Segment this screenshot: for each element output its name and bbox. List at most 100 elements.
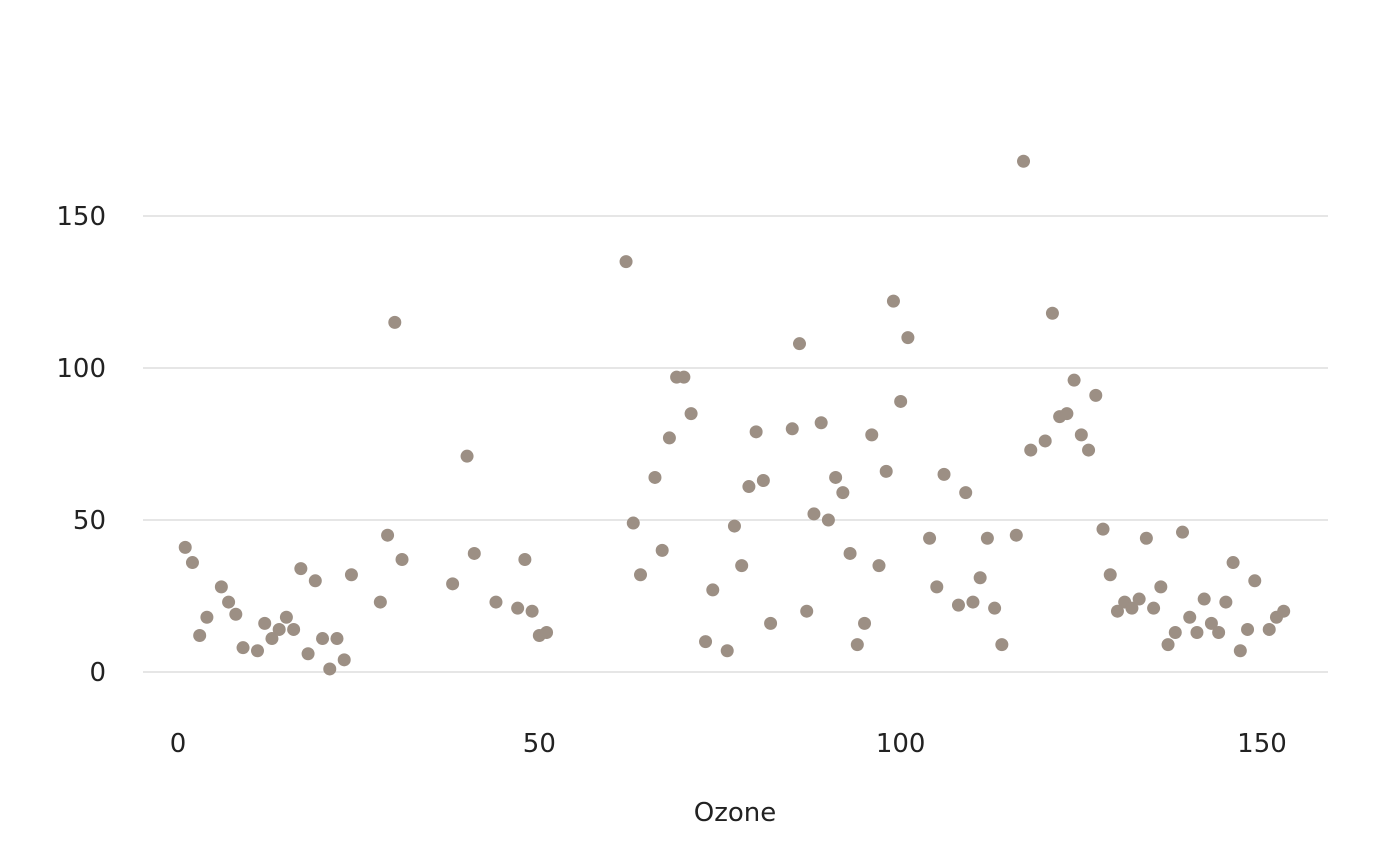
data-point [872,559,886,573]
data-point [1212,625,1226,639]
data-point [1132,592,1146,606]
data-point [648,470,662,484]
data-point [800,604,814,618]
data-point [1045,306,1059,320]
data-point [388,315,402,329]
data-point [821,513,835,527]
data-point [959,486,973,500]
data-point [1241,622,1255,636]
data-point [511,601,525,615]
data-point [330,632,344,646]
data-point [1161,638,1175,652]
data-point [973,571,987,585]
data-point [1262,622,1276,636]
data-point [1024,443,1038,457]
data-point [395,553,409,567]
data-point [518,553,532,567]
data-point [1103,568,1117,582]
data-point [807,507,821,521]
data-point [272,622,286,636]
data-point [1038,434,1052,448]
grid-lines [143,215,1328,673]
data-point [951,598,965,612]
data-point [923,531,937,545]
data-point [720,644,734,658]
data-point [373,595,387,609]
data-point [1183,610,1197,624]
data-point [1197,592,1211,606]
data-point [662,431,676,445]
data-point [850,638,864,652]
data-point [814,416,828,430]
data-point [178,540,192,554]
data-point [756,473,770,487]
data-point [995,638,1009,652]
data-point [258,616,272,630]
data-point [1204,616,1218,630]
data-point [446,577,460,591]
y-tick-label: 100 [56,354,106,384]
data-point [706,583,720,597]
y-axis-tick-labels: 0 50 100 150 [56,202,106,688]
data-point [1147,601,1161,615]
y-tick-label: 150 [56,202,106,232]
data-point [879,464,893,478]
data-point [865,428,879,442]
data-point [634,568,648,582]
data-point [829,470,843,484]
data-point [301,647,315,661]
data-point [381,528,395,542]
x-tick-label: 150 [1237,729,1287,759]
data-point [337,653,351,667]
x-axis-tick-labels: 0 50 100 150 [170,729,1287,759]
data-point [655,543,669,557]
data-point [467,546,481,560]
data-point [930,580,944,594]
data-point [294,562,308,576]
data-point [1248,574,1262,588]
data-point [1017,154,1031,168]
data-point [1277,604,1291,618]
data-point [727,519,741,533]
data-point [525,604,539,618]
data-point [980,531,994,545]
data-point [229,607,243,621]
data-point [742,480,756,494]
data-point [1233,644,1247,658]
data-point [1096,522,1110,536]
data-point [279,610,293,624]
data-point [214,580,228,594]
data-point [250,644,264,658]
x-tick-label: 50 [523,729,556,759]
data-point [937,467,951,481]
data-points [178,154,1291,676]
data-point [1074,428,1088,442]
data-point [619,255,633,269]
data-point [1009,528,1023,542]
data-point [460,449,474,463]
data-point [988,601,1002,615]
data-point [308,574,322,588]
x-axis-title: Ozone [694,798,777,828]
x-tick-label: 100 [876,729,926,759]
data-point [1190,625,1204,639]
data-point [699,635,713,649]
data-point [344,568,358,582]
data-point [966,595,980,609]
data-point [901,331,915,345]
data-point [489,595,503,609]
data-point [894,394,908,408]
x-tick-label: 0 [170,729,187,759]
data-point [1082,443,1096,457]
data-point [677,370,691,384]
data-point [1168,625,1182,639]
data-point [1154,580,1168,594]
data-point [1110,604,1124,618]
data-point [287,622,301,636]
data-point [540,625,554,639]
data-point [684,407,698,421]
data-point [764,616,778,630]
data-point [200,610,214,624]
data-point [185,556,199,570]
